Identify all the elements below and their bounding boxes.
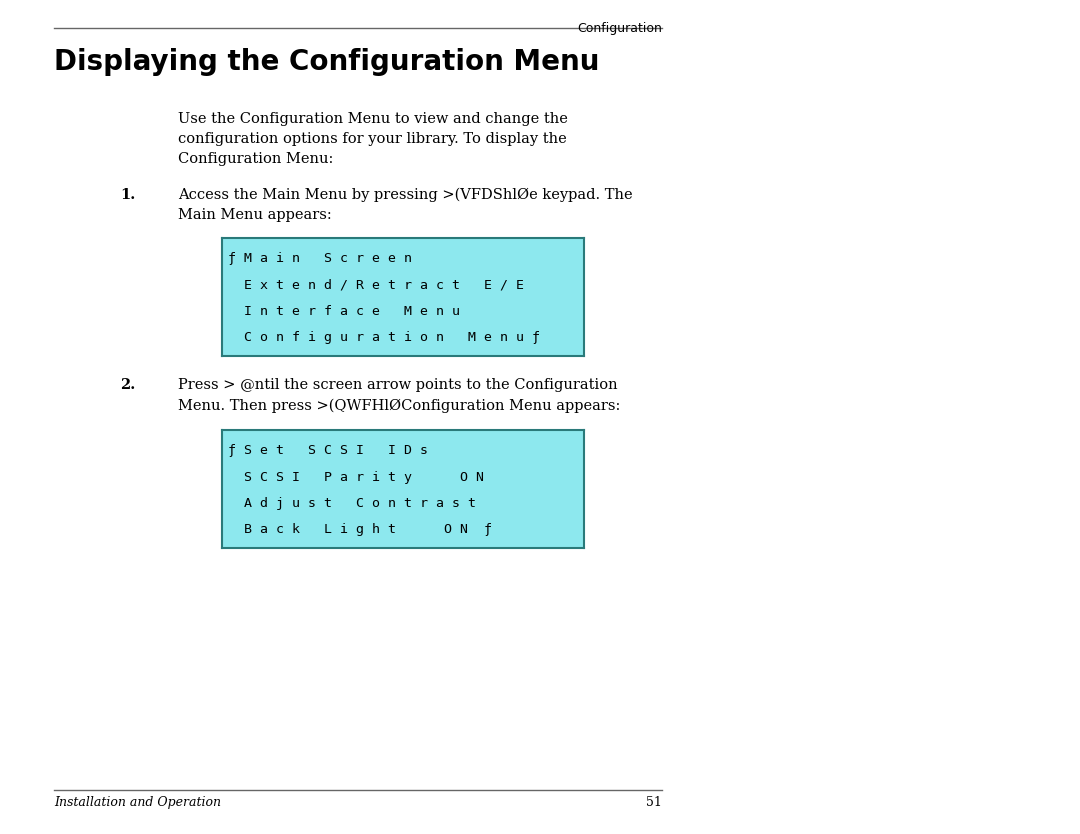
Text: 2.: 2. [120,378,135,392]
Text: ƒ M a i n   S c r e e n: ƒ M a i n S c r e e n [228,253,411,265]
Text: S C S I   P a r i t y      O N: S C S I P a r i t y O N [228,470,484,484]
Text: Use the Configuration Menu to view and change the
configuration options for your: Use the Configuration Menu to view and c… [178,112,568,166]
Text: 1.: 1. [120,188,135,202]
Text: Displaying the Configuration Menu: Displaying the Configuration Menu [54,48,599,76]
Text: Press > @ntil the screen arrow points to the Configuration
Menu. Then press >(QW: Press > @ntil the screen arrow points to… [178,378,620,413]
Text: Configuration: Configuration [577,22,662,35]
Text: Installation and Operation: Installation and Operation [54,796,221,809]
Text: A d j u s t   C o n t r a s t: A d j u s t C o n t r a s t [228,497,476,510]
Text: C o n f i g u r a t i o n   M e n u ƒ: C o n f i g u r a t i o n M e n u ƒ [228,331,540,344]
Text: I n t e r f a c e   M e n u: I n t e r f a c e M e n u [228,305,460,318]
Text: B a c k   L i g h t      O N  ƒ: B a c k L i g h t O N ƒ [228,523,492,536]
Text: ƒ S e t   S C S I   I D s: ƒ S e t S C S I I D s [228,445,428,458]
Text: 51: 51 [646,796,662,809]
Text: E x t e n d / R e t r a c t   E / E: E x t e n d / R e t r a c t E / E [228,279,524,292]
Text: Access the Main Menu by pressing >(VFDShlØe keypad. The
Main Menu appears:: Access the Main Menu by pressing >(VFDSh… [178,188,633,223]
